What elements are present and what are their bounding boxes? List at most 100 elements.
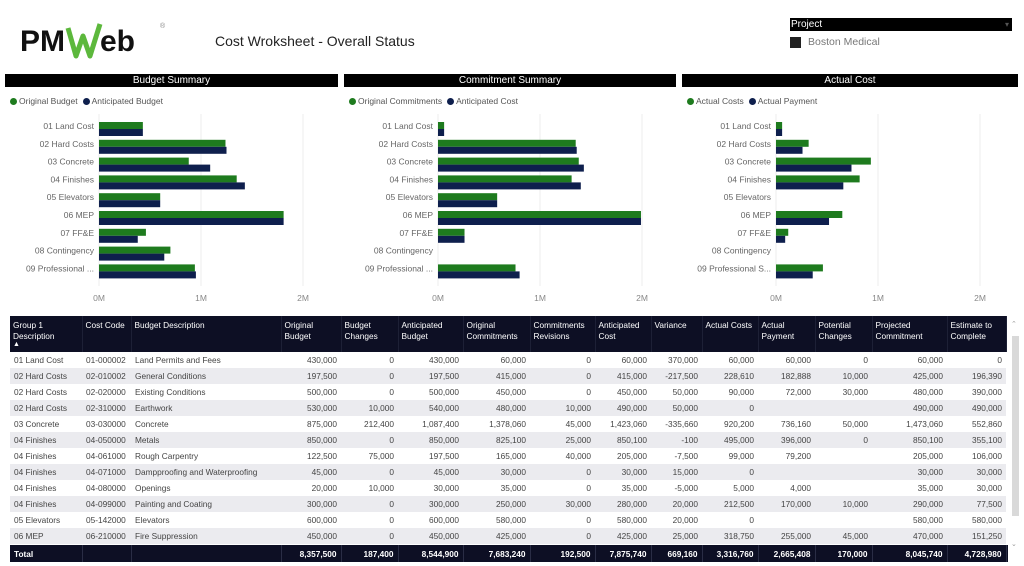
table-row[interactable]: 02 Hard Costs 02-010002 General Conditions… [10, 368, 1006, 384]
bar-original-commitments[interactable] [438, 211, 641, 218]
column-header[interactable]: Potential Changes [815, 316, 873, 352]
column-header[interactable]: Commitments Revisions [530, 316, 596, 352]
column-header[interactable]: Budget Changes [341, 316, 399, 352]
legend-item[interactable]: Original Commitments [349, 96, 442, 106]
bar-anticipated-cost[interactable] [438, 146, 577, 154]
table-row[interactable]: 04 Finishes 04-050000 Metals 850,000 0 850,00… [10, 432, 1006, 448]
bar-actual-payment[interactable] [776, 235, 786, 243]
column-header[interactable]: Anticipated Budget [398, 316, 464, 352]
table-row[interactable]: 03 Concrete 03-030000 Concrete 875,000 212,4… [10, 416, 1006, 432]
bar-anticipated-budget[interactable] [99, 182, 245, 190]
bar-actual-costs[interactable] [776, 139, 809, 147]
bar-actual-payment[interactable] [776, 218, 830, 225]
bar-actual-payment[interactable] [776, 271, 813, 279]
bar-anticipated-cost[interactable] [438, 271, 520, 279]
table-cell: 396,000 [758, 432, 815, 448]
legend-item[interactable]: Original Budget [10, 96, 78, 106]
table-scrollbar[interactable]: ⌃ ⌄ [1011, 320, 1020, 550]
column-header[interactable]: Actual Costs [702, 316, 759, 352]
total-cell: 8,357,500 [281, 545, 342, 562]
bar-actual-costs[interactable] [776, 228, 789, 236]
bar-original-budget[interactable] [99, 211, 284, 218]
bar-actual-costs[interactable] [776, 264, 823, 272]
table-row[interactable]: 04 Finishes 04-080000 Openings 20,000 10,000… [10, 480, 1006, 496]
table-cell: 1,087,400 [422, 419, 459, 429]
bar-anticipated-budget[interactable] [99, 129, 143, 136]
bar-original-budget[interactable] [99, 139, 226, 147]
table-row[interactable]: 04 Finishes 04-071000 Dampproofing and Wat… [10, 464, 1006, 480]
bar-original-commitments[interactable] [438, 228, 465, 236]
scroll-up-icon[interactable]: ⌃ [1011, 321, 1017, 328]
bar-anticipated-cost[interactable] [438, 129, 445, 136]
bar-anticipated-budget[interactable] [99, 271, 196, 279]
table-row[interactable]: 01 Land Cost 01-000002 Land Permits and Fe… [10, 352, 1006, 368]
bar-original-commitments[interactable] [438, 157, 579, 165]
bar-original-budget[interactable] [99, 175, 237, 183]
table-row[interactable]: 04 Finishes 04-061000 Rough Carpentry 122,5… [10, 448, 1006, 464]
table-cell: 205,000 [617, 451, 647, 461]
column-header[interactable]: Estimate to Complete [947, 316, 1007, 352]
bar-actual-costs[interactable] [776, 211, 843, 218]
table-cell: 72,000 [785, 387, 811, 397]
slicer-option-boston-medical[interactable]: Boston Medical [790, 36, 880, 48]
bar-anticipated-budget[interactable] [99, 164, 211, 172]
column-header[interactable]: Cost Code [82, 316, 132, 352]
bar-anticipated-budget[interactable] [99, 146, 227, 154]
column-header[interactable]: Original Commitments [463, 316, 531, 352]
bar-actual-costs[interactable] [776, 122, 783, 129]
column-header[interactable]: Projected Commitment [872, 316, 948, 352]
scroll-down-icon[interactable]: ⌄ [1011, 541, 1017, 548]
x-tick-label: 1M [534, 293, 546, 303]
column-header[interactable]: Original Budget [281, 316, 342, 352]
legend-item[interactable]: Actual Payment [748, 96, 817, 106]
bar-original-budget[interactable] [99, 228, 146, 236]
bar-anticipated-budget[interactable] [99, 235, 138, 243]
table-row[interactable]: 02 Hard Costs 02-310000 Earthwork 530,000 10… [10, 400, 1006, 416]
column-header[interactable]: Anticipated Cost [595, 316, 652, 352]
chevron-down-icon[interactable]: ▾ [1004, 20, 1009, 29]
table-cell: 250,000 [463, 496, 530, 512]
bar-actual-payment[interactable] [776, 164, 852, 172]
column-header[interactable]: Group 1 Description ▲ [10, 316, 83, 352]
bar-original-budget[interactable] [99, 193, 161, 201]
column-header[interactable]: Actual Payment [758, 316, 816, 352]
checkbox-icon[interactable] [790, 36, 801, 48]
bar-actual-payment[interactable] [776, 182, 844, 190]
legend-item[interactable]: Anticipated Budget [82, 96, 163, 106]
bar-anticipated-cost[interactable] [438, 235, 465, 243]
table-row[interactable]: 06 MEP 06-210000 Fire Suppression 450,000 0 4… [10, 528, 1006, 544]
column-header[interactable]: Variance [651, 316, 703, 352]
bar-actual-payment[interactable] [776, 146, 803, 154]
legend-item[interactable]: Anticipated Cost [447, 96, 518, 106]
bar-original-budget[interactable] [99, 246, 171, 254]
bar-anticipated-cost[interactable] [438, 200, 498, 208]
sort-ascending-icon[interactable]: ▲ [13, 341, 20, 348]
table-cell: -335,660 [665, 419, 698, 429]
svg-text:eb: eb [100, 25, 135, 58]
bar-actual-costs[interactable] [776, 157, 871, 165]
table-row[interactable]: 04 Finishes 04-099000 Painting and Coating… [10, 496, 1006, 512]
bar-actual-costs[interactable] [776, 175, 860, 183]
bar-anticipated-budget[interactable] [99, 253, 165, 261]
category-label: 08 Contingency [374, 246, 434, 256]
scrollbar-thumb[interactable] [1012, 336, 1019, 516]
bar-actual-payment[interactable] [776, 129, 783, 136]
bar-original-commitments[interactable] [438, 122, 445, 129]
bar-original-budget[interactable] [99, 264, 195, 272]
bar-anticipated-budget[interactable] [99, 218, 284, 225]
bar-original-budget[interactable] [99, 157, 189, 165]
table-row[interactable]: 02 Hard Costs 02-020000 Existing Condition… [10, 384, 1006, 400]
legend-item[interactable]: Actual Costs [687, 96, 744, 106]
bar-original-commitments[interactable] [438, 139, 576, 147]
bar-anticipated-cost[interactable] [438, 218, 641, 225]
bar-original-commitments[interactable] [438, 264, 516, 272]
column-header[interactable]: Budget Description [131, 316, 282, 352]
table-row[interactable]: 05 Elevators 05-142000 Elevators 600,000 0 60… [10, 512, 1006, 528]
bar-anticipated-budget[interactable] [99, 200, 161, 208]
bar-original-budget[interactable] [99, 122, 143, 129]
project-slicer[interactable]: Project ▾ [790, 18, 1012, 31]
bar-original-commitments[interactable] [438, 193, 498, 201]
bar-anticipated-cost[interactable] [438, 182, 581, 190]
bar-anticipated-cost[interactable] [438, 164, 584, 172]
bar-original-commitments[interactable] [438, 175, 572, 183]
